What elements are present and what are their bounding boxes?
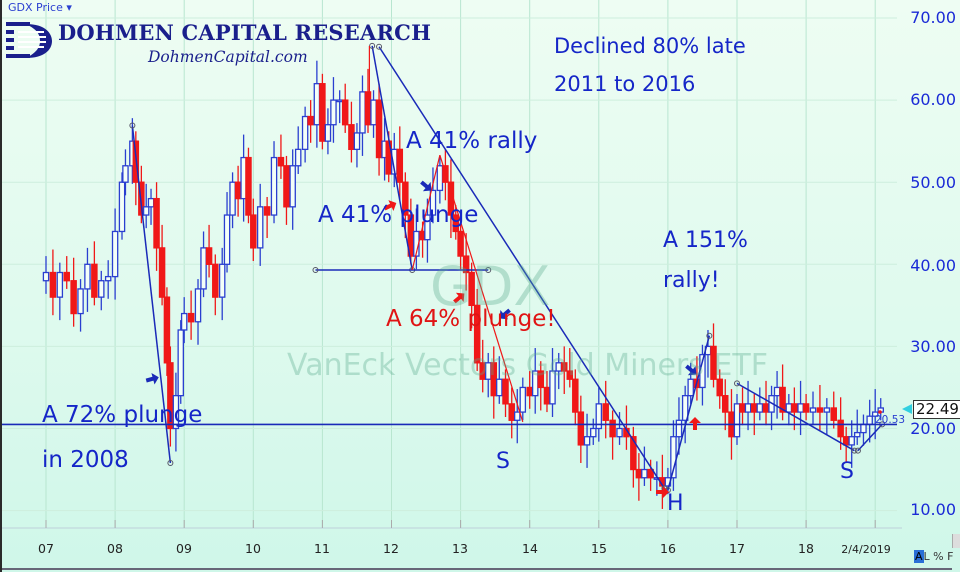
annotation-72-plunge-year: in 2008 — [42, 447, 129, 473]
x-tick-10: 10 — [245, 541, 261, 556]
x-tick-12: 12 — [383, 541, 399, 556]
series-menu[interactable]: GDX Price ▾ — [8, 1, 72, 14]
pencil-icon[interactable] — [952, 534, 960, 548]
annotation-41-rally: A 41% rally — [406, 128, 538, 154]
annotation-head: H — [667, 491, 684, 516]
y-tick-60: 60.00 — [910, 90, 956, 109]
current-price-pointer-icon — [902, 404, 912, 414]
x-tick-15: 15 — [591, 541, 607, 556]
annotation-declined-years: 2011 to 2016 — [554, 72, 696, 96]
x-tick-17: 17 — [729, 541, 745, 556]
x-tick-last-date: 2/4/2019 — [841, 543, 891, 556]
support-value-label: 20.53 — [875, 414, 906, 426]
bottom-border — [2, 568, 952, 570]
logo-title: DOHMEN CAPITAL RESEARCH — [58, 20, 432, 45]
logo-url[interactable]: DohmenCapital.com — [148, 48, 308, 66]
dohmen-logo-icon — [6, 22, 52, 58]
x-tick-11: 11 — [314, 541, 330, 556]
current-price-label: 22.49 — [913, 400, 960, 419]
y-tick-70: 70.00 — [910, 8, 956, 27]
annotation-151-rally: A 151% — [663, 228, 748, 253]
watermark-ticker: GDX — [430, 255, 551, 318]
x-tick-13: 13 — [452, 541, 468, 556]
annotation-right-shoulder: S — [840, 459, 854, 484]
y-tick-50: 50.00 — [910, 173, 956, 192]
x-tick-16: 16 — [660, 541, 676, 556]
auto-scale-button[interactable]: A — [914, 550, 924, 563]
annotation-151-rally-line2: rally! — [663, 268, 720, 293]
y-tick-20: 20.00 — [910, 419, 956, 438]
x-tick-18: 18 — [798, 541, 814, 556]
annotation-declined: Declined 80% late — [554, 34, 746, 58]
x-tick-14: 14 — [522, 541, 538, 556]
scale-options[interactable]: L % F — [923, 550, 954, 563]
x-tick-09: 09 — [176, 541, 192, 556]
x-tick-07: 07 — [38, 541, 54, 556]
watermark-fund-name: VanEck Vectors Gold Miners ETF — [287, 348, 768, 383]
y-tick-30: 30.00 — [910, 337, 956, 356]
annotation-left-shoulder: S — [496, 449, 510, 474]
x-tick-08: 08 — [107, 541, 123, 556]
scale-toolbar: AL % F — [914, 550, 953, 563]
annotation-64-plunge: A 64% plunge! — [386, 306, 556, 332]
annotation-72-plunge: A 72% plunge — [42, 402, 203, 428]
y-tick-40: 40.00 — [910, 256, 956, 275]
y-tick-10: 10.00 — [910, 500, 956, 519]
annotation-41-plunge: A 41% plunge — [318, 202, 479, 228]
